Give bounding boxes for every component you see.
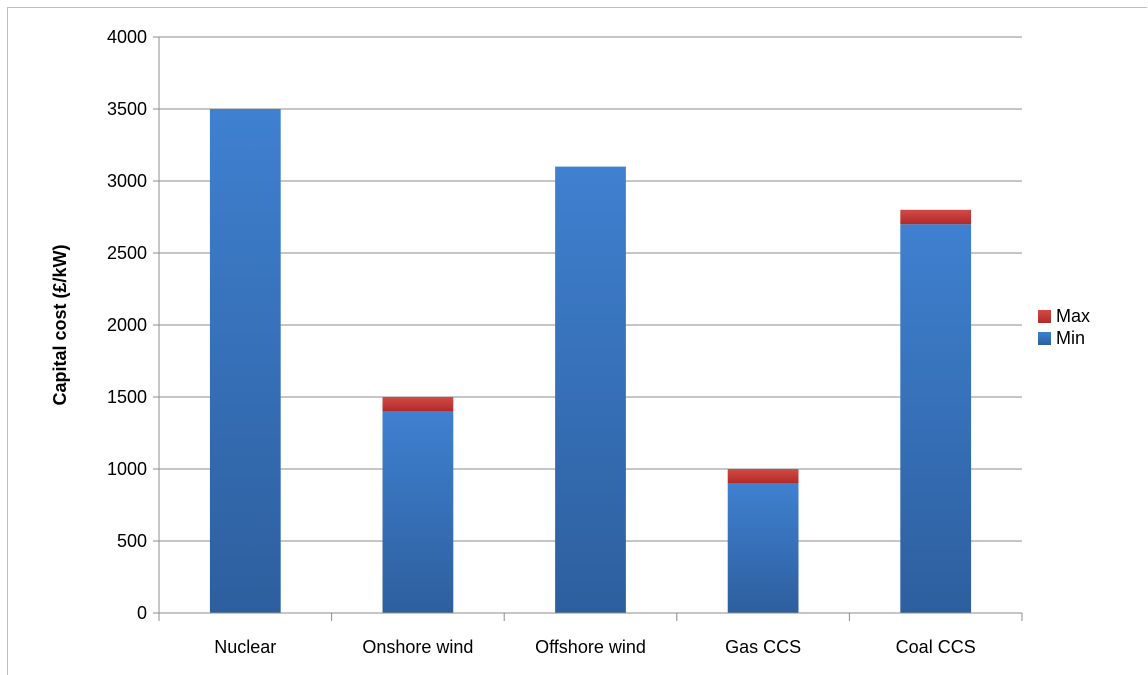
y-tick-label: 1000 — [107, 459, 147, 479]
bar-min-offshore-wind — [555, 166, 626, 613]
x-tick-label: Nuclear — [214, 637, 276, 657]
bars — [209, 109, 972, 613]
bar-max-gas-ccs — [727, 469, 799, 484]
bar-min-gas-ccs — [727, 483, 799, 613]
x-tick-label: Gas CCS — [725, 637, 801, 657]
legend-label-min: Min — [1056, 328, 1085, 348]
y-tick-label: 500 — [117, 531, 147, 551]
x-tick-labels: Nuclear Onshore wind Offshore wind Gas CCS C… — [214, 637, 975, 657]
y-tick-label: 1500 — [107, 387, 147, 407]
y-tick-label: 3500 — [107, 99, 147, 119]
legend-swatch-min — [1038, 332, 1051, 345]
x-tick-label: Offshore wind — [535, 637, 646, 657]
y-tick-label: 2000 — [107, 315, 147, 335]
y-tick-label: 0 — [137, 603, 147, 623]
y-tick-label: 4000 — [107, 27, 147, 47]
bar-min-nuclear — [209, 109, 281, 613]
legend-swatch-max — [1038, 310, 1051, 323]
legend-label-max: Max — [1056, 306, 1090, 326]
axes — [153, 36, 1023, 621]
bar-max-coal-ccs — [900, 209, 972, 225]
bar-min-onshore-wind — [382, 411, 454, 613]
x-tick-label: Coal CCS — [896, 637, 976, 657]
chart-frame — [7, 7, 1147, 675]
y-tick-label: 2500 — [107, 243, 147, 263]
y-axis-label: Capital cost (£/kW) — [50, 244, 70, 405]
bar-min-coal-ccs — [900, 224, 972, 613]
x-tick-label: Onshore wind — [362, 637, 473, 657]
y-tick-labels: 0 500 1000 1500 2000 2500 3000 3500 4000 — [107, 27, 147, 623]
y-tick-label: 3000 — [107, 171, 147, 191]
bar-max-onshore-wind — [382, 397, 454, 412]
